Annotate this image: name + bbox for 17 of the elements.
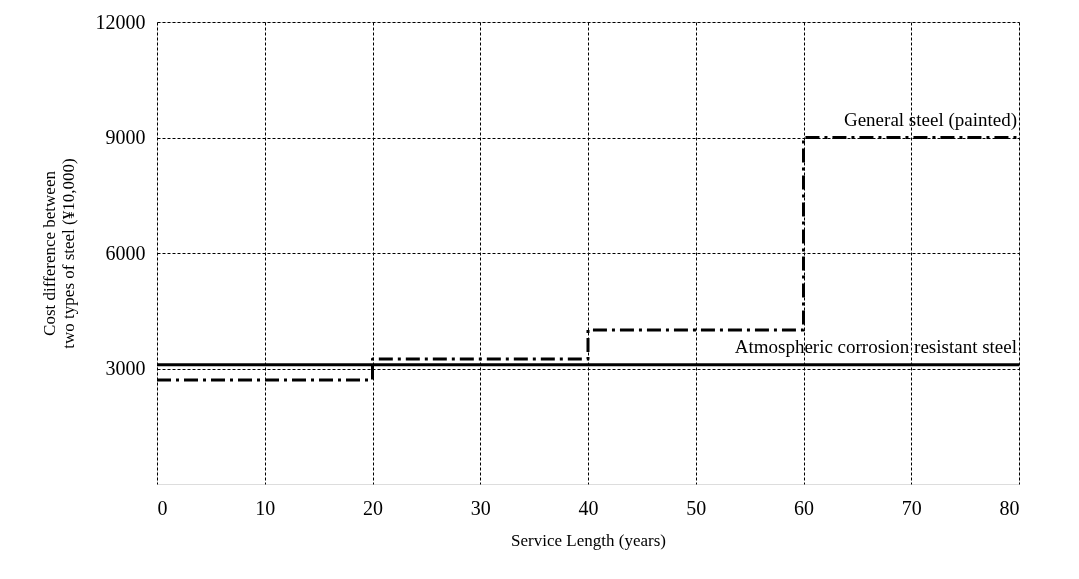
x-tick-label: 70: [901, 496, 922, 519]
x-tick-label: 50: [686, 496, 707, 519]
x-tick-label: 40: [578, 496, 599, 519]
y-axis-title: Cost difference between two types of steel (¥10,000): [39, 158, 78, 349]
x-tick-label: 0: [157, 496, 168, 519]
y-tick-label: 9000: [105, 126, 146, 148]
y-tick-label: 3000: [105, 357, 146, 379]
series-label: General steel (painted): [843, 108, 1017, 131]
x-tick-label: 80: [999, 496, 1020, 519]
x-axis-title: Service Length (years): [511, 530, 666, 550]
x-tick-label: 30: [470, 496, 491, 519]
x-tick-label: 20: [363, 496, 383, 519]
y-tick-label: 6000: [105, 241, 146, 264]
y-tick-label: 12000: [95, 10, 146, 33]
x-tick-label: 60: [794, 496, 814, 519]
series-label: Atmospheric corrosion resistant steel: [734, 335, 1017, 357]
x-tick-label: 10: [255, 496, 276, 519]
